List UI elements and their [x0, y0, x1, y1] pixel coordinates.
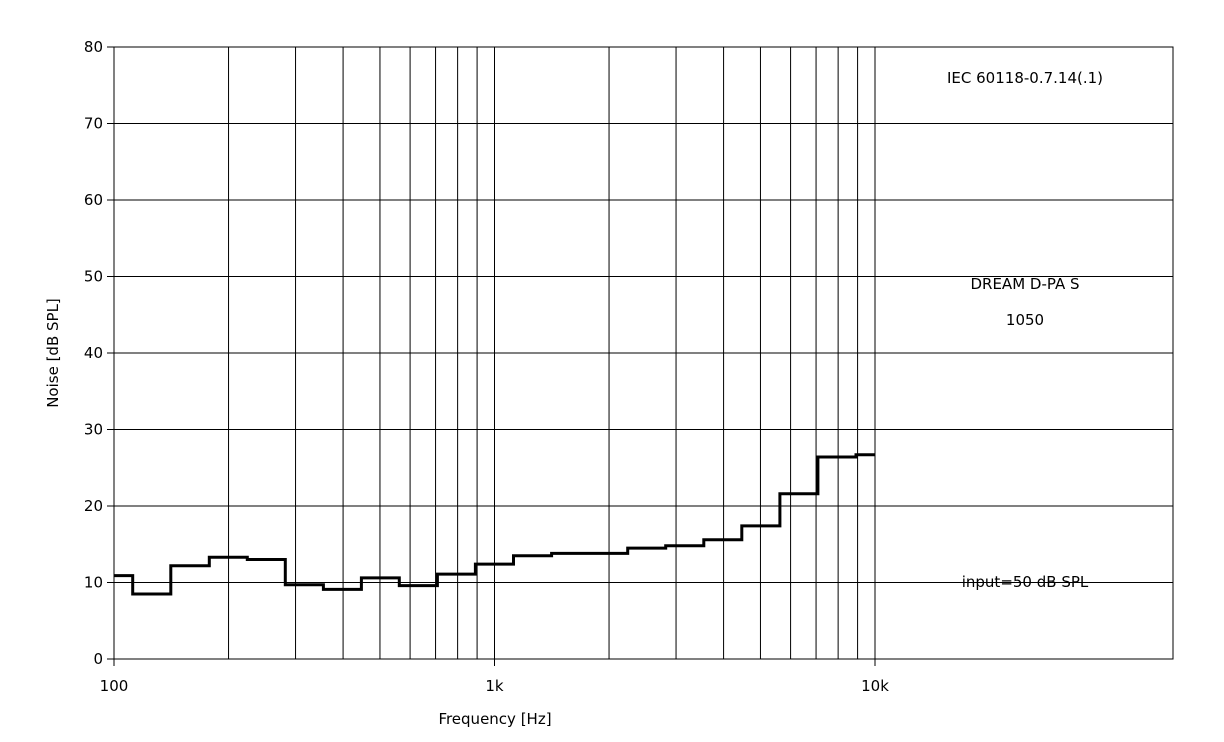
device-number-annotation: 1050	[1006, 311, 1044, 329]
y-tick-label: 80	[84, 38, 103, 56]
noise-series-line	[114, 453, 875, 596]
device-model-annotation: DREAM D-PA S	[970, 275, 1079, 293]
y-tick-label: 70	[84, 115, 103, 133]
x-axis-title: Frequency [Hz]	[438, 710, 551, 728]
standard-annotation: IEC 60118-0.7.14(.1)	[947, 69, 1103, 87]
y-tick-label: 60	[84, 191, 103, 209]
y-tick-label: 30	[84, 421, 103, 439]
x-tick-label: 100	[100, 677, 129, 695]
y-axis-title: Noise [dB SPL]	[44, 298, 62, 408]
x-axis: 100 1k 10k	[100, 659, 889, 695]
y-tick-label: 20	[84, 497, 103, 515]
x-tick-label: 1k	[485, 677, 504, 695]
y-tick-label: 10	[84, 574, 103, 592]
series-layer	[114, 453, 875, 596]
input-level-annotation: input=50 dB SPL	[962, 573, 1089, 591]
y-tick-label: 40	[84, 344, 103, 362]
x-tick-label: 10k	[861, 677, 889, 695]
y-axis: 0 10 20 30 40 50 60 70 80	[84, 38, 114, 668]
grid-lines	[114, 46, 1173, 660]
y-tick-label: 0	[93, 650, 103, 668]
y-tick-label: 50	[84, 268, 103, 286]
